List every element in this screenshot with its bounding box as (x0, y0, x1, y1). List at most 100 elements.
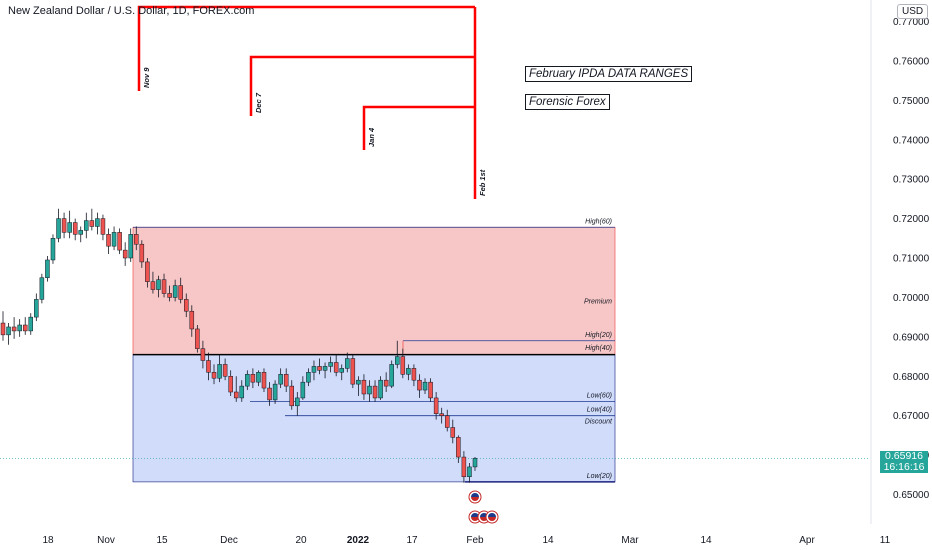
candle-body (17, 324, 22, 332)
x-tick-label-12: 11 (880, 535, 891, 546)
candle-body (278, 374, 283, 385)
candle-body (89, 220, 95, 227)
candle-body (222, 364, 228, 377)
candle-body (161, 279, 167, 294)
candle-body (461, 456, 467, 478)
candle-body (456, 437, 461, 458)
annotation-ipda-ranges[interactable]: February IPDA DATA RANGES (525, 66, 693, 82)
candle-body (145, 261, 150, 282)
candle-body (206, 360, 211, 373)
candle-body (211, 372, 217, 379)
candle-body (356, 379, 361, 385)
date-marker-label-2: Jan 4 (367, 127, 376, 147)
y-tick-label-7: 0.70000 (893, 293, 930, 304)
candle-body (422, 381, 428, 391)
candle-body (306, 372, 311, 383)
candle-body (300, 381, 306, 399)
candle-body (239, 385, 245, 399)
candle-body (389, 364, 394, 387)
candle-body (128, 234, 133, 259)
candle-body (467, 466, 472, 478)
level-label-4: Low(40) (587, 407, 612, 414)
y-tick-label-4: 0.73000 (893, 175, 930, 186)
candle-body (444, 415, 450, 428)
candle-body (317, 366, 322, 371)
candle-body (328, 362, 333, 367)
candle-body (6, 326, 11, 336)
candle-body (378, 379, 383, 399)
candle-body (350, 358, 356, 385)
level-label-6: Low(20) (587, 473, 612, 480)
candle-body (45, 259, 50, 278)
candle-body (106, 234, 111, 247)
level-label-3: Low(60) (587, 392, 612, 399)
event-flag-icon (488, 517, 496, 521)
candle-body (156, 279, 161, 290)
x-tick-label-9: Mar (621, 535, 639, 546)
economic-event-icons (468, 490, 499, 524)
currency-label[interactable]: USD (897, 4, 929, 19)
event-flag-icon (488, 513, 496, 517)
y-tick-label-5: 0.72000 (893, 214, 930, 225)
level-label-2: High(40) (585, 345, 612, 352)
candle-body (167, 293, 172, 298)
candle-body (84, 220, 89, 231)
candle-body (22, 324, 28, 332)
x-tick-label-10: 14 (700, 535, 712, 546)
candle-body (245, 374, 250, 387)
candle-body (139, 243, 145, 263)
candle-body (395, 356, 400, 365)
candle-body (256, 372, 261, 383)
candle-body (411, 368, 417, 381)
y-tick-label-9: 0.68000 (893, 372, 930, 383)
candle-body (339, 368, 344, 373)
candle-body (183, 299, 189, 312)
x-tick-label-5: 2022 (347, 535, 370, 546)
event-flag-icon (471, 517, 479, 521)
date-marker-label-3: Feb 1st (478, 169, 487, 196)
candle-body (283, 374, 289, 387)
candle-body (189, 310, 195, 330)
candle-body (406, 368, 411, 375)
last-price-value: 0.65916 (880, 451, 928, 462)
candle-body (433, 397, 439, 414)
level-label-5: Discount (585, 419, 613, 426)
date-marker-bracket-2 (362, 105, 475, 150)
zone-label-premium: Premium (584, 298, 612, 305)
candle-body (172, 285, 178, 298)
candle-body (261, 372, 267, 389)
y-tick-label-0: 0.77000 (893, 17, 930, 28)
level-label-1: High(20) (585, 332, 612, 339)
candle-body (311, 366, 317, 373)
x-tick-label-11: Apr (799, 535, 815, 546)
y-tick-label-1: 0.76000 (893, 56, 930, 67)
date-marker-label-0: Nov 9 (142, 67, 151, 88)
candle-body (39, 277, 45, 300)
candle-body (111, 232, 117, 247)
x-tick-label-7: Feb (466, 535, 484, 546)
x-tick-label-1: Nov (97, 535, 115, 546)
candle-body (367, 385, 372, 395)
date-marker-label-1: Dec 7 (254, 92, 263, 113)
x-tick-label-4: 20 (295, 535, 307, 546)
candle-body (400, 356, 406, 375)
candle-body (228, 376, 233, 393)
candle-body (233, 391, 239, 399)
y-tick-label-2: 0.75000 (893, 96, 930, 107)
candle-body (428, 381, 433, 399)
candle-body (28, 316, 34, 332)
candle-body (56, 218, 61, 239)
candle-body (439, 413, 444, 416)
candle-body (472, 457, 478, 468)
candle-body (95, 218, 100, 227)
chart-title: New Zealand Dollar / U.S. Dollar, 1D, FO… (8, 5, 255, 17)
candle-body (78, 230, 83, 235)
candle-body (0, 322, 6, 336)
candle-body (272, 383, 278, 401)
candle-body (61, 218, 67, 233)
annotation-forensic-forex[interactable]: Forensic Forex (525, 94, 610, 110)
candle-body (417, 379, 422, 391)
candle-body (72, 222, 78, 235)
candle-body (117, 232, 122, 251)
